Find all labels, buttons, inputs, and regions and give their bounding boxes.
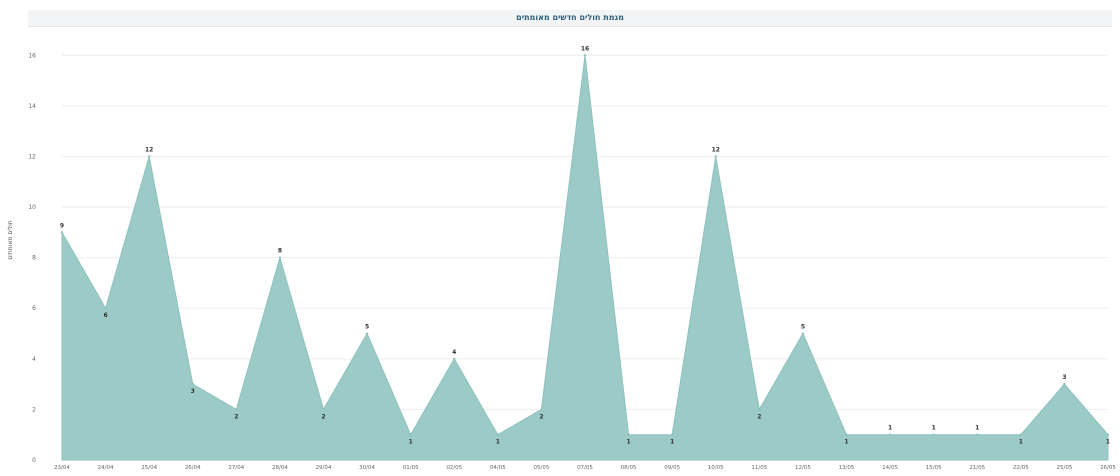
y-tick-label: 12 — [28, 153, 36, 160]
area-series — [61, 55, 1109, 461]
data-label: 1 — [1106, 439, 1110, 446]
x-tick-label: 28/04 — [272, 465, 288, 471]
x-tick-label: 25/04 — [141, 465, 157, 471]
data-point — [1106, 433, 1110, 436]
y-tick-label: 6 — [32, 305, 36, 312]
data-label: 16 — [581, 45, 589, 52]
x-tick-label: 29/04 — [316, 465, 332, 471]
x-tick-label: 22/05 — [1013, 465, 1029, 471]
x-tick-label: 12/05 — [795, 465, 811, 471]
data-point — [60, 231, 64, 234]
x-tick-label: 02/05 — [446, 465, 462, 471]
x-tick-label: 07/05 — [577, 465, 593, 471]
x-tick-label: 25/05 — [1056, 465, 1072, 471]
x-tick-label: 10/05 — [708, 465, 724, 471]
data-point — [932, 433, 935, 436]
data-point — [714, 155, 717, 158]
data-point — [888, 433, 892, 436]
data-point — [278, 256, 282, 259]
x-ticks: 23/04 24/04 25/04 26/04 27/04 28/04 29/04 30/04… — [54, 465, 1116, 471]
data-label: 6 — [103, 312, 107, 319]
chart-title: מגמת חולים חדשים מאומתים — [516, 13, 624, 22]
data-label: 1 — [975, 425, 979, 432]
data-point — [147, 155, 151, 158]
x-tick-label: 23/04 — [54, 465, 70, 471]
y-axis-label: חולים מאומתים — [7, 220, 14, 259]
data-label: 3 — [191, 388, 195, 395]
y-tick-label: 8 — [32, 255, 36, 262]
data-point — [104, 307, 107, 310]
x-tick-label: 13/05 — [839, 465, 855, 471]
data-label: 2 — [539, 413, 543, 420]
y-tick-label: 2 — [32, 406, 36, 413]
data-point — [496, 433, 500, 436]
y-tick-label: 0 — [32, 457, 36, 464]
y-tick-label: 4 — [32, 356, 36, 363]
data-label: 1 — [496, 439, 500, 446]
data-label: 1 — [1019, 439, 1023, 446]
area-layer — [60, 54, 1110, 461]
data-point — [235, 408, 238, 411]
data-label: 1 — [409, 439, 413, 446]
y-tick-label: 16 — [28, 52, 36, 59]
chart-title-bar: מגמת חולים חדשים מאומתים — [28, 10, 1112, 27]
data-point — [1063, 382, 1066, 386]
x-tick-label: 24/04 — [98, 465, 114, 471]
x-tick-label: 05/05 — [533, 465, 549, 471]
x-tick-label: 08/05 — [621, 465, 637, 471]
data-point — [191, 382, 194, 386]
data-point — [409, 433, 412, 436]
y-tick-label: 10 — [28, 204, 36, 211]
data-point — [801, 332, 805, 335]
data-label: 8 — [278, 248, 282, 255]
data-point — [453, 357, 456, 361]
data-label: 12 — [145, 146, 153, 153]
data-point — [540, 408, 543, 411]
data-point — [365, 332, 369, 335]
y-ticks: 0 2 4 6 8 10 12 14 16 — [28, 52, 36, 464]
x-tick-label: 30/04 — [359, 465, 375, 471]
x-tick-label: 21/05 — [969, 465, 985, 471]
data-label: 1 — [888, 425, 892, 432]
x-tick-label: 26/04 — [185, 465, 201, 471]
data-point — [1019, 433, 1023, 436]
data-label: 5 — [365, 324, 369, 331]
x-tick-label: 09/05 — [664, 465, 680, 471]
data-label: 1 — [844, 439, 848, 446]
data-point — [627, 433, 630, 436]
x-tick-label: 27/04 — [228, 465, 244, 471]
data-point — [322, 408, 325, 411]
data-label: 2 — [234, 413, 238, 420]
data-label: 3 — [1062, 374, 1066, 381]
data-point — [758, 408, 761, 411]
x-tick-label: 15/05 — [926, 465, 942, 471]
x-tick-label: 26/05 — [1100, 465, 1116, 471]
data-label: 12 — [712, 146, 720, 153]
x-tick-label: 11/05 — [751, 465, 767, 471]
x-tick-label: 14/05 — [882, 465, 898, 471]
data-label: 1 — [932, 425, 936, 432]
data-label: 4 — [452, 349, 456, 356]
data-label: 1 — [670, 439, 674, 446]
x-tick-label: 01/05 — [403, 465, 419, 471]
data-point — [670, 433, 674, 436]
data-label: 2 — [757, 413, 761, 420]
y-tick-label: 14 — [28, 103, 36, 110]
data-label: 9 — [60, 222, 64, 229]
x-tick-label: 04/05 — [490, 465, 506, 471]
data-label: 5 — [801, 324, 805, 331]
data-label: 2 — [321, 413, 325, 420]
data-point — [976, 433, 979, 436]
data-point — [583, 54, 587, 57]
data-label: 1 — [626, 439, 630, 446]
data-point — [845, 433, 848, 436]
